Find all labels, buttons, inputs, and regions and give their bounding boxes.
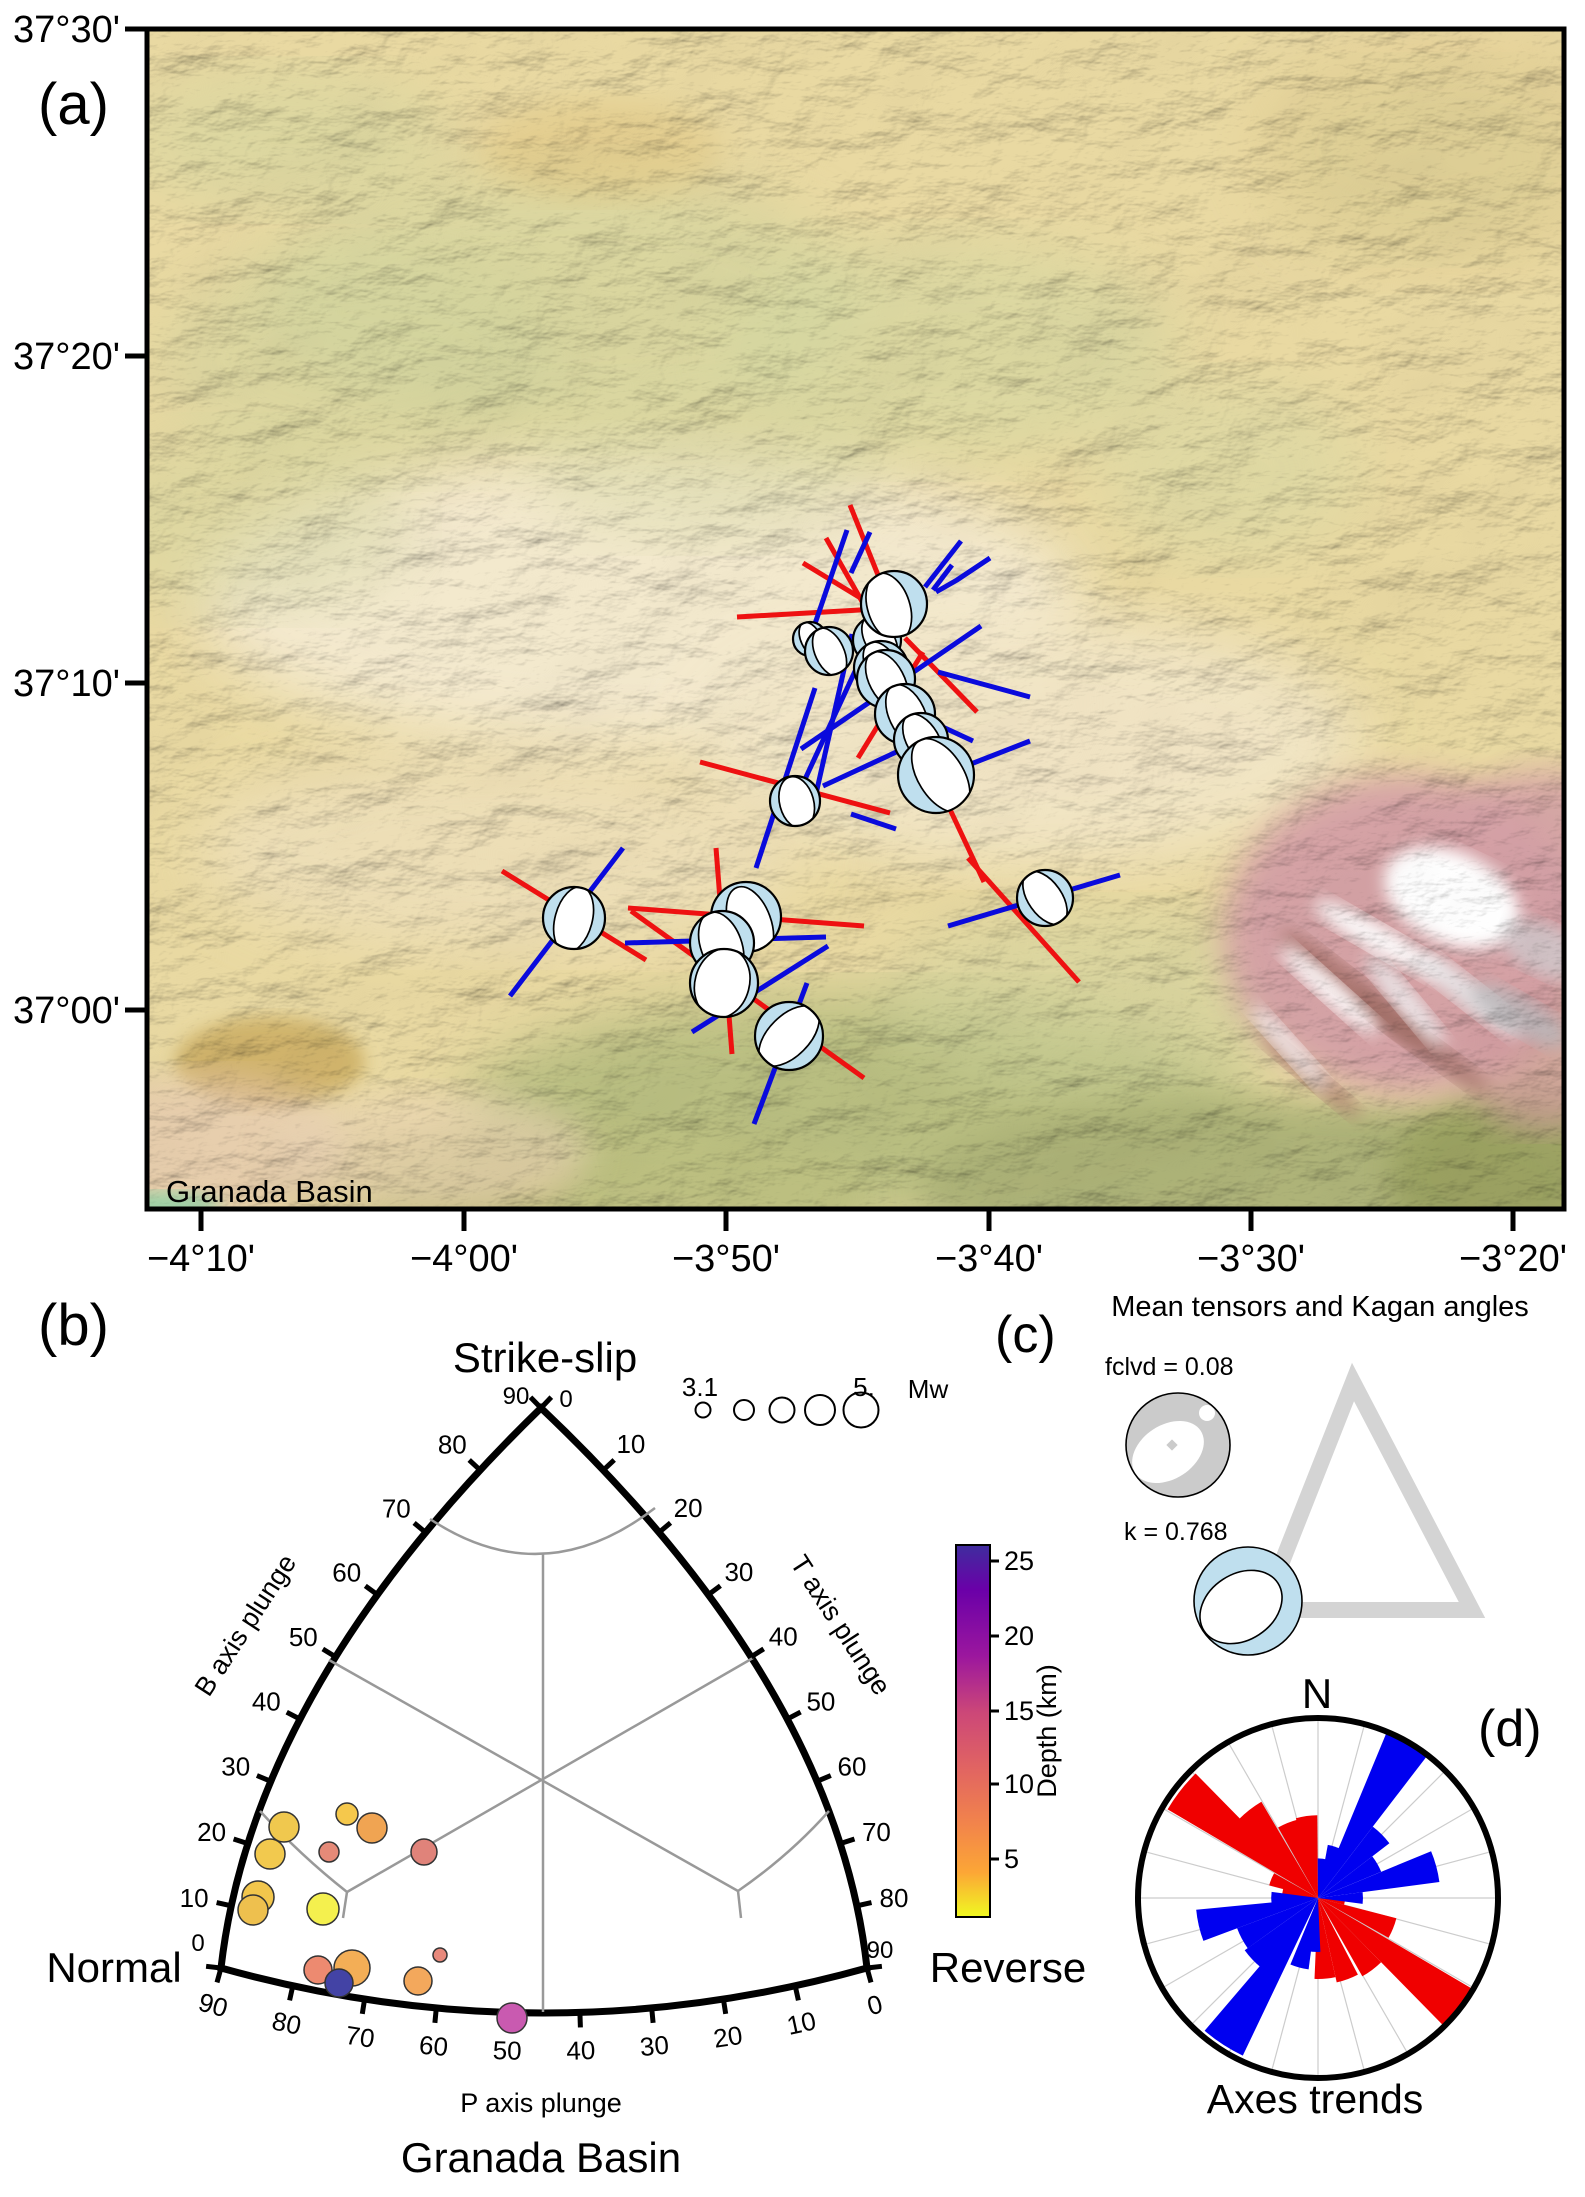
svg-text:Axes trends: Axes trends: [1207, 2076, 1424, 2122]
svg-text:0: 0: [864, 1989, 886, 2022]
svg-text:−4°00': −4°00': [410, 1238, 518, 1280]
svg-text:Granada Basin: Granada Basin: [401, 2134, 681, 2181]
svg-text:25: 25: [1004, 1546, 1034, 1576]
svg-text:3.1: 3.1: [682, 1372, 718, 1402]
svg-text:5: 5: [1004, 1844, 1019, 1874]
svg-text:90: 90: [867, 1937, 894, 1964]
svg-text:0: 0: [191, 1930, 204, 1957]
svg-text:30: 30: [724, 1557, 753, 1587]
svg-text:50: 50: [492, 2035, 522, 2066]
svg-text:20: 20: [674, 1493, 703, 1523]
svg-text:0: 0: [559, 1386, 572, 1413]
svg-text:(d): (d): [1478, 1700, 1542, 1758]
svg-text:5.: 5.: [853, 1372, 875, 1402]
svg-text:fclvd = 0.08: fclvd = 0.08: [1105, 1353, 1234, 1381]
svg-text:80: 80: [438, 1429, 467, 1459]
svg-text:20: 20: [197, 1817, 226, 1847]
svg-text:−3°30': −3°30': [1197, 1238, 1305, 1280]
svg-text:k = 0.768: k = 0.768: [1124, 1518, 1228, 1546]
svg-text:40: 40: [769, 1622, 798, 1652]
svg-text:(c): (c): [995, 1306, 1056, 1364]
svg-text:70: 70: [862, 1817, 891, 1847]
svg-text:40: 40: [252, 1687, 281, 1717]
svg-text:Reverse: Reverse: [930, 1944, 1086, 1991]
svg-text:40: 40: [566, 2035, 596, 2066]
svg-text:−3°20': −3°20': [1459, 1238, 1567, 1280]
svg-text:10: 10: [1004, 1769, 1034, 1799]
svg-text:15: 15: [1004, 1696, 1034, 1726]
svg-text:70: 70: [343, 2020, 376, 2054]
svg-text:30: 30: [221, 1752, 250, 1782]
svg-text:90: 90: [503, 1383, 530, 1410]
svg-text:(b): (b): [38, 1293, 109, 1358]
svg-text:37°30': 37°30': [13, 9, 120, 51]
svg-text:60: 60: [838, 1752, 867, 1782]
svg-text:60: 60: [332, 1557, 361, 1587]
svg-text:10: 10: [616, 1429, 645, 1459]
svg-text:−3°40': −3°40': [935, 1238, 1043, 1280]
svg-text:−4°10': −4°10': [147, 1238, 255, 1280]
svg-text:37°10': 37°10': [13, 663, 120, 705]
svg-text:−3°50': −3°50': [672, 1238, 780, 1280]
svg-text:50: 50: [289, 1622, 318, 1652]
svg-text:Strike-slip: Strike-slip: [453, 1334, 637, 1381]
svg-text:80: 80: [880, 1883, 909, 1913]
svg-text:37°00': 37°00': [13, 990, 120, 1032]
svg-text:Granada Basin: Granada Basin: [166, 1174, 373, 1209]
svg-text:70: 70: [382, 1493, 411, 1523]
svg-text:Normal: Normal: [46, 1944, 181, 1991]
svg-text:30: 30: [639, 2030, 671, 2063]
svg-text:B axis plunge: B axis plunge: [189, 1549, 302, 1701]
svg-text:37°20': 37°20': [13, 336, 120, 378]
svg-text:10: 10: [180, 1883, 209, 1913]
svg-text:Mw: Mw: [908, 1374, 949, 1404]
svg-text:20: 20: [1004, 1621, 1034, 1651]
svg-text:N: N: [1302, 1670, 1332, 1717]
svg-text:10: 10: [784, 2005, 819, 2040]
svg-text:Depth (km): Depth (km): [1032, 1664, 1062, 1798]
svg-text:P axis plunge: P axis plunge: [460, 2088, 622, 2118]
svg-text:20: 20: [711, 2020, 744, 2054]
svg-text:(a): (a): [38, 72, 109, 137]
svg-text:Mean tensors and Kagan angles: Mean tensors and Kagan angles: [1111, 1291, 1529, 1323]
svg-text:90: 90: [195, 1987, 231, 2024]
svg-text:80: 80: [269, 2005, 304, 2040]
svg-text:T axis plunge: T axis plunge: [784, 1550, 896, 1701]
svg-text:50: 50: [806, 1686, 835, 1716]
svg-text:60: 60: [418, 2030, 450, 2063]
